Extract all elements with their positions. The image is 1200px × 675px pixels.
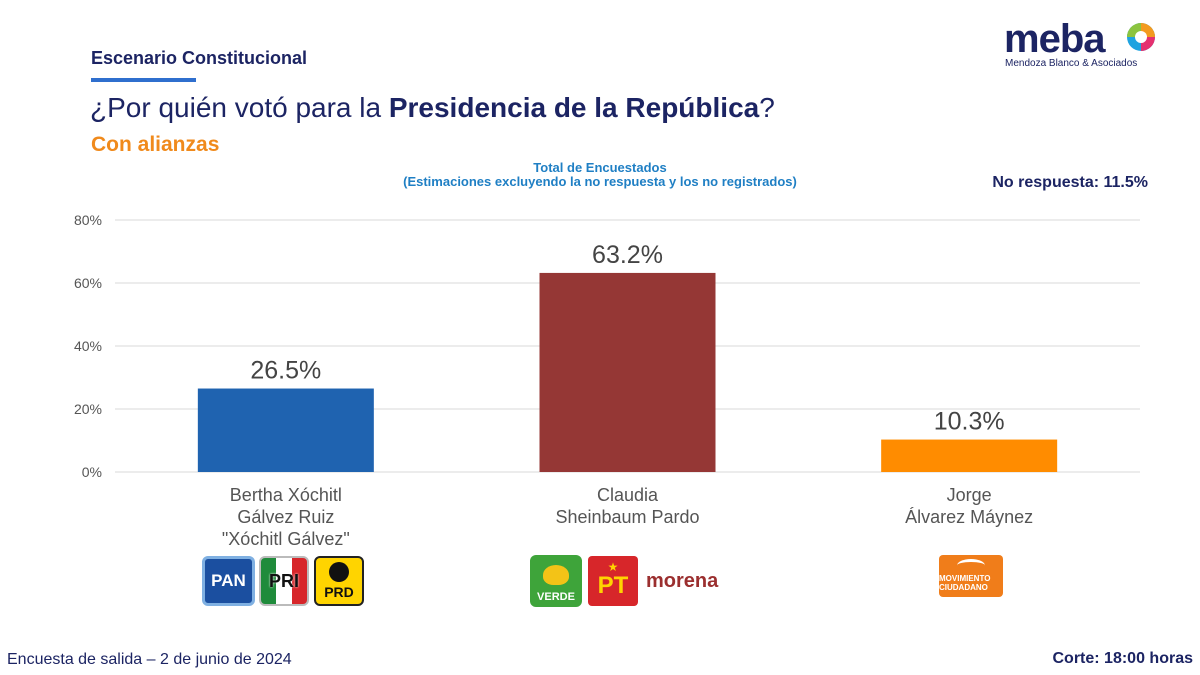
x-category-label: Gálvez Ruiz [237, 507, 334, 527]
bar-value-label: 10.3% [934, 408, 1005, 436]
mc-label: MOVIMIENTO CIUDADANO [939, 574, 991, 592]
toucan-icon [543, 565, 569, 585]
bar [881, 439, 1058, 472]
x-category-label: "Xóchitl Gálvez" [222, 529, 350, 549]
y-tick-label: 40% [74, 338, 102, 354]
pri-logo: PRI [259, 556, 309, 606]
chart-subtitle: (Estimaciones excluyendo la no respuesta… [403, 174, 797, 189]
pan-logo: PAN [202, 556, 255, 606]
bar-chart: 0% 20% 40% 60% 80% 26.5% Bertha XóchitlGálvez … [74, 212, 1140, 549]
verde-logo: VERDE [530, 555, 582, 607]
x-category-label: Claudia [597, 485, 659, 505]
logo-wordmark: meba [1004, 17, 1105, 61]
morena-logo: morena [646, 569, 719, 592]
bar [539, 272, 716, 472]
no-response-label: No respuesta: 11.5% [992, 174, 1148, 191]
verde-label: VERDE [537, 591, 575, 603]
x-category-label: Bertha Xóchitl [230, 485, 342, 505]
eagle-icon [957, 559, 985, 572]
scenario-label: Con alianzas [91, 133, 220, 156]
x-category-label: Álvarez Máynez [905, 507, 1033, 527]
logo-subtitle: Mendoza Blanco & Asociados [1005, 58, 1138, 69]
prd-logo: PRD [314, 556, 364, 606]
x-category-label: Sheinbaum Pardo [555, 507, 699, 527]
x-category-label: Jorge [947, 485, 992, 505]
star-icon: ★ [607, 560, 619, 574]
prd-sun-icon [329, 562, 349, 582]
y-tick-label: 0% [82, 464, 102, 480]
footer-survey-note: Encuesta de salida – 2 de junio de 2024 [7, 651, 292, 668]
pt-label: PT [597, 572, 629, 599]
footer-cutoff-time: Corte: 18:00 horas [1052, 650, 1194, 667]
question-prefix: ¿Por quién votó para la [90, 92, 389, 123]
page-subtitle: Escenario Constitucional [91, 48, 308, 68]
prd-label: PRD [324, 584, 354, 600]
page-title: ¿Por quién votó para la Presidencia de l… [90, 92, 775, 124]
movimiento-ciudadano-logo: MOVIMIENTO CIUDADANO [939, 555, 1003, 597]
bar-value-label: 63.2% [592, 241, 663, 269]
chart-title-block: Total de Encuestados (Estimaciones exclu… [400, 161, 800, 189]
pt-logo: ★ PT [588, 556, 638, 606]
meba-logo: meba Mendoza Blanco & Asociados [1004, 17, 1155, 72]
y-tick-label: 20% [74, 401, 102, 417]
bar-value-label: 26.5% [250, 357, 321, 385]
logo-swirl-icon [1127, 23, 1155, 51]
subtitle-underline [91, 78, 196, 82]
y-tick-label: 60% [74, 275, 102, 291]
bar [197, 388, 374, 472]
question-emphasis: Presidencia de la República [388, 92, 760, 123]
question-suffix: ? [759, 92, 775, 123]
y-tick-label: 80% [74, 212, 102, 228]
chart-title: Total de Encuestados [533, 160, 667, 175]
